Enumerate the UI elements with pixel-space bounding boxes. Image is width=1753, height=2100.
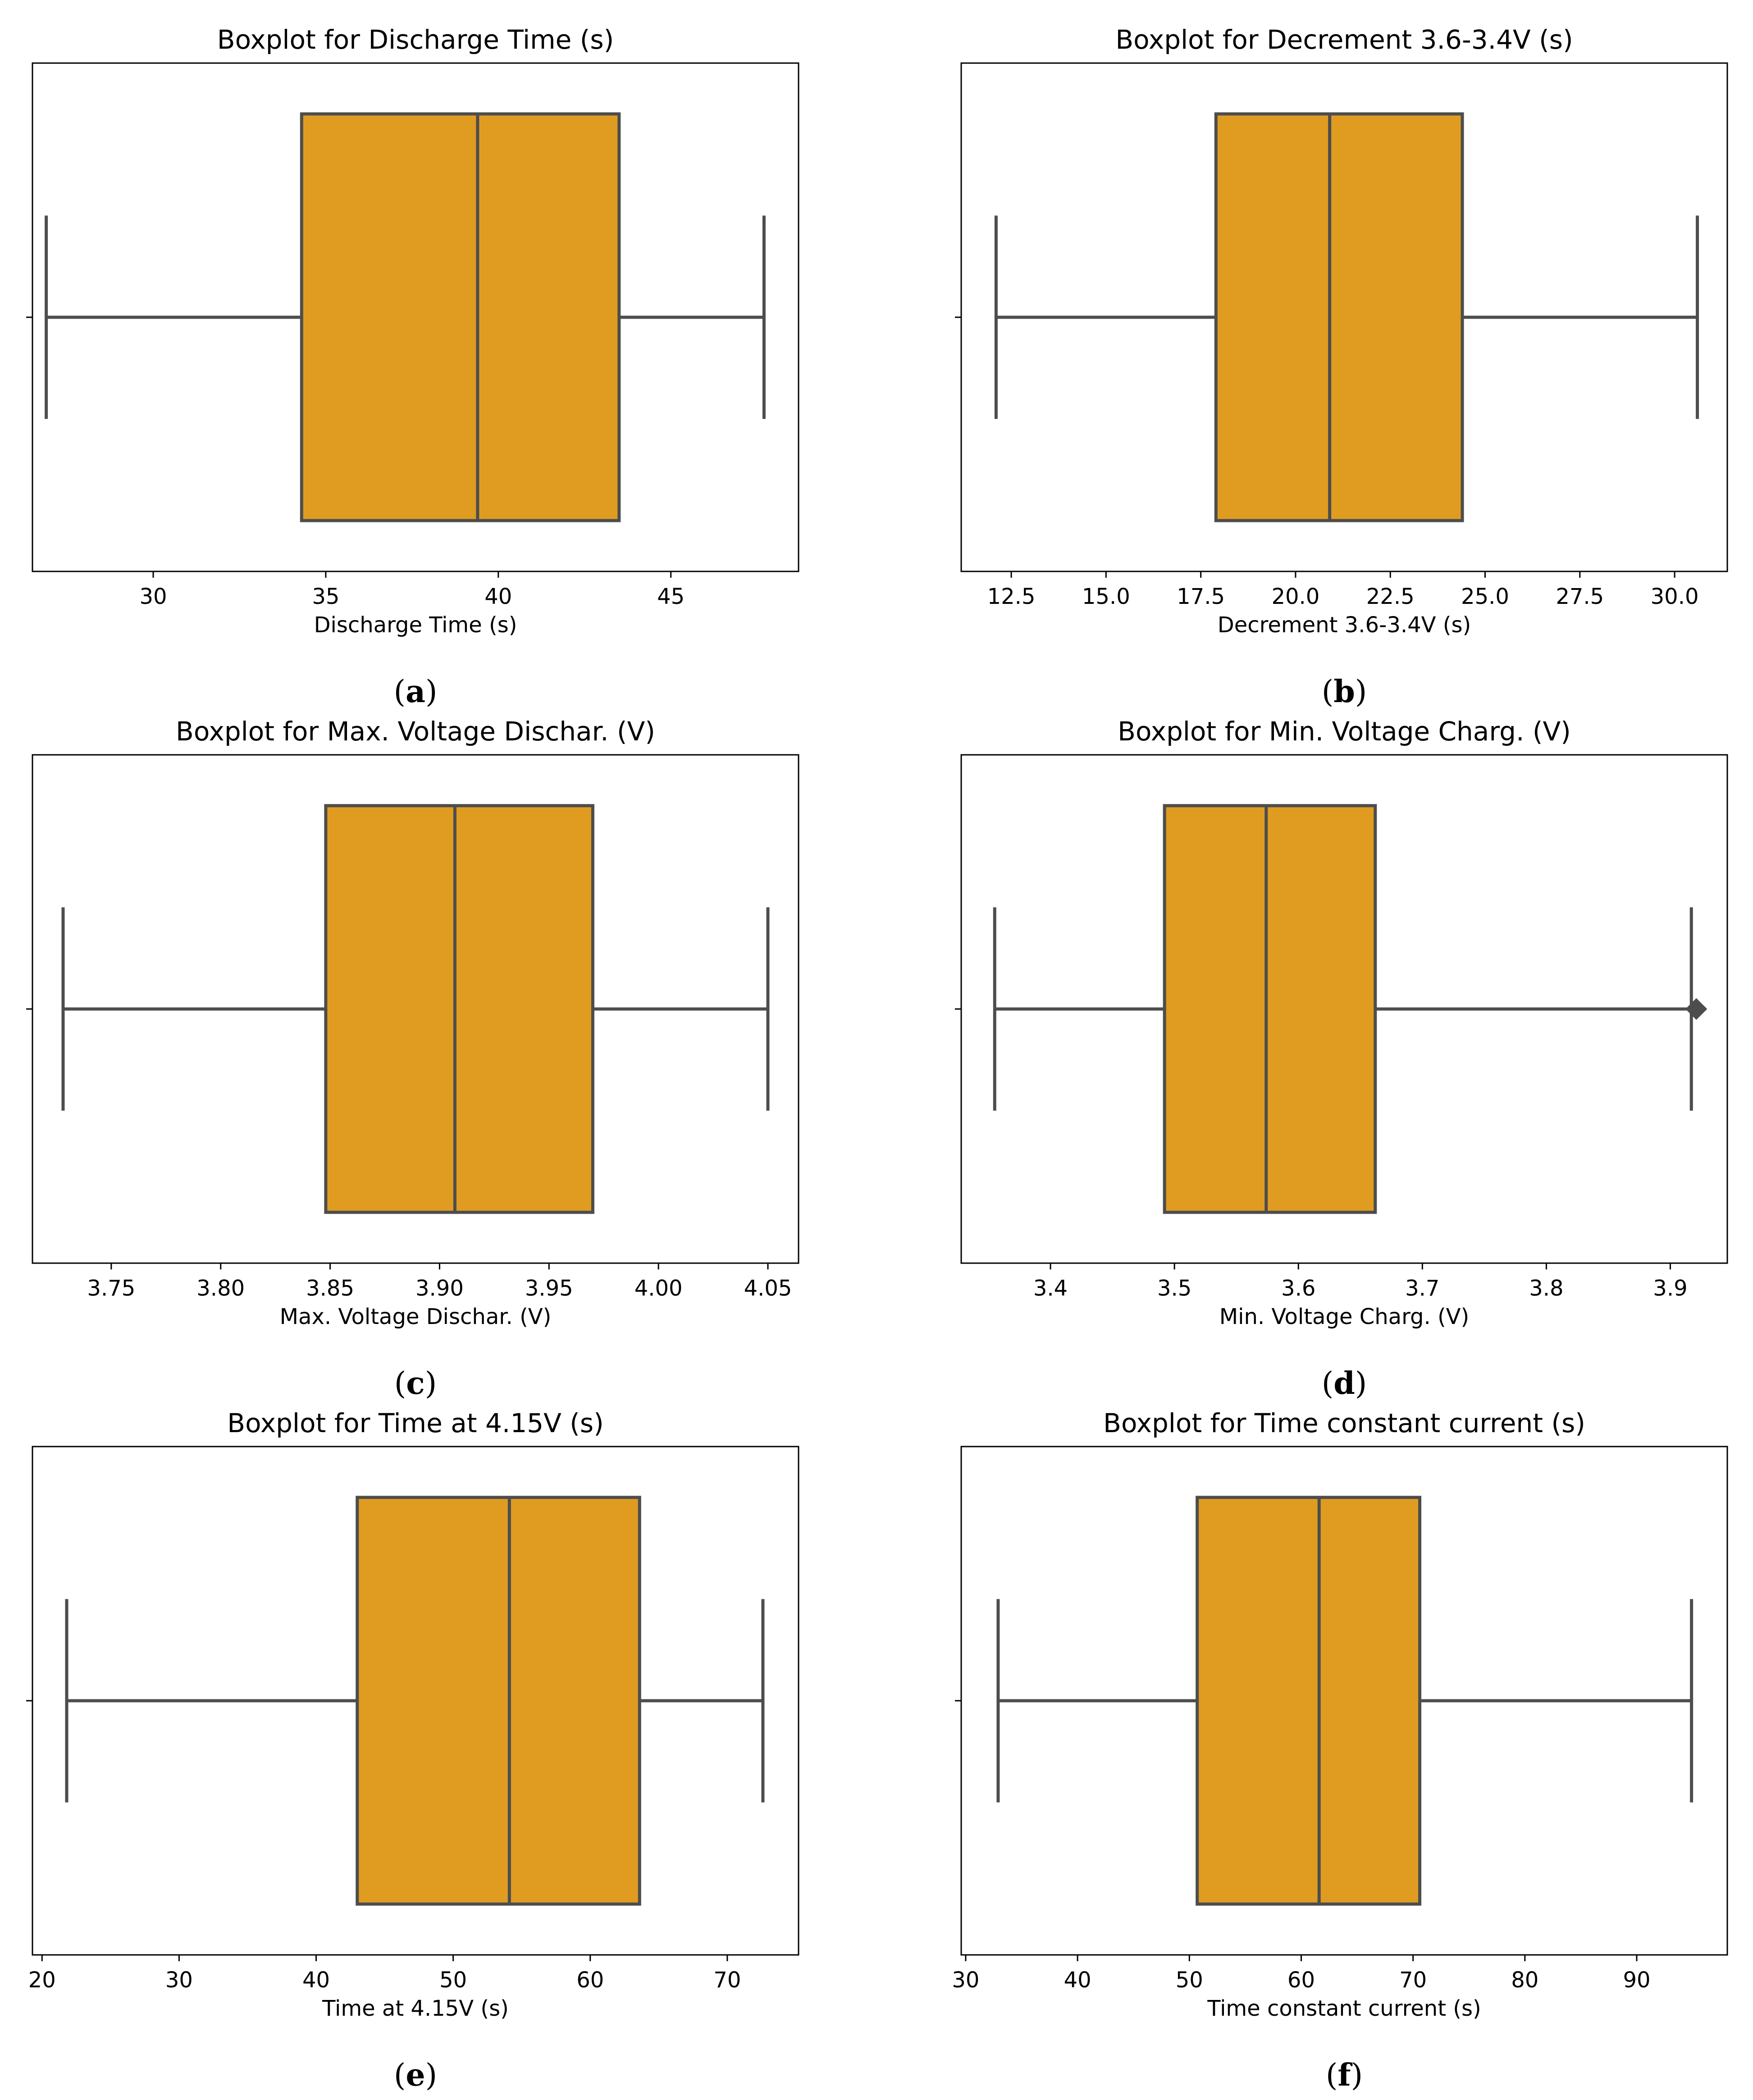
x-tick-label: 4.05 <box>744 1276 792 1301</box>
x-axis-label: Min. Voltage Charg. (V) <box>1219 1304 1470 1329</box>
x-tick-label: 30.0 <box>1651 584 1699 609</box>
boxplot-panel-e: Boxplot for Time at 4.15V (s) 20 30 40 50 60 7… <box>26 1408 799 2093</box>
panel-caption: (e) <box>394 2057 437 2093</box>
caption-close: ) <box>425 2058 438 2093</box>
outlier-point <box>1685 998 1707 1020</box>
caption-letter: f <box>1338 2057 1352 2093</box>
x-tick-label: 45 <box>657 584 685 609</box>
iqr-box <box>1163 804 1377 1214</box>
iqr-box <box>1214 112 1464 522</box>
iqr-box <box>356 1496 641 1906</box>
x-tick-label: 20.0 <box>1271 584 1319 609</box>
x-axis-label: Decrement 3.6-3.4V (s) <box>1218 612 1471 638</box>
x-tick-label: 30 <box>952 1968 979 1993</box>
x-tick-label: 3.6 <box>1281 1276 1315 1301</box>
caption-letter: a <box>406 674 425 710</box>
panel-title: Boxplot for Max. Voltage Dischar. (V) <box>176 716 655 747</box>
boxplot-panel-c: Boxplot for Max. Voltage Dischar. (V) 3.7… <box>26 716 799 1402</box>
x-tick-label: 3.95 <box>525 1276 573 1301</box>
x-tick-label: 80 <box>1511 1968 1538 1993</box>
x-tick-label: 27.5 <box>1556 584 1604 609</box>
panel-caption: (a) <box>393 674 437 710</box>
iqr-box <box>1196 1496 1422 1906</box>
x-tick-label: 60 <box>1287 1968 1315 1993</box>
caption-close: ) <box>1351 2058 1363 2093</box>
x-tick-label: 3.5 <box>1157 1276 1191 1301</box>
x-tick-label: 30 <box>165 1968 193 1993</box>
caption-open: ( <box>1322 1366 1334 1402</box>
x-axis-label: Max. Voltage Dischar. (V) <box>280 1304 552 1329</box>
x-axis-label: Discharge Time (s) <box>314 612 517 638</box>
caption-open: ( <box>393 674 406 710</box>
x-tick-label: 40 <box>484 584 512 609</box>
x-tick-label: 3.9 <box>1653 1276 1687 1301</box>
x-tick-label: 3.85 <box>306 1276 354 1301</box>
x-tick-label: 15.0 <box>1082 584 1130 609</box>
x-tick-label: 25.0 <box>1461 584 1509 609</box>
x-tick-label: 3.80 <box>196 1276 245 1301</box>
caption-open: ( <box>394 1366 406 1402</box>
x-axis-label: Time at 4.15V (s) <box>322 1996 509 2021</box>
panel-title: Boxplot for Time at 4.15V (s) <box>227 1408 603 1438</box>
caption-open: ( <box>1326 2058 1338 2093</box>
caption-close: ) <box>1355 674 1367 710</box>
x-tick-label: 17.5 <box>1177 584 1225 609</box>
caption-open: ( <box>1322 674 1334 710</box>
panel-title: Boxplot for Min. Voltage Charg. (V) <box>1118 716 1571 747</box>
x-tick-label: 70 <box>713 1968 741 1993</box>
caption-open: ( <box>394 2058 406 2093</box>
caption-letter: e <box>406 2057 425 2093</box>
x-tick-label: 90 <box>1623 1968 1650 1993</box>
panel-caption: (b) <box>1322 674 1367 710</box>
x-tick-label: 40 <box>302 1968 330 1993</box>
panel-title: Boxplot for Time constant current (s) <box>1103 1408 1585 1438</box>
x-tick-label: 40 <box>1064 1968 1091 1993</box>
x-tick-label: 3.4 <box>1033 1276 1068 1301</box>
x-tick-label: 3.8 <box>1529 1276 1563 1301</box>
caption-close: ) <box>425 1366 437 1402</box>
x-tick-label: 50 <box>439 1968 467 1993</box>
caption-letter: c <box>406 1365 425 1402</box>
panel-title: Boxplot for Discharge Time (s) <box>217 24 614 55</box>
x-tick-label: 3.90 <box>415 1276 464 1301</box>
iqr-box <box>300 112 621 522</box>
x-tick-label: 4.00 <box>635 1276 683 1301</box>
x-tick-label: 3.7 <box>1405 1276 1439 1301</box>
x-tick-label: 22.5 <box>1366 584 1415 609</box>
boxplot-panel-d: Boxplot for Min. Voltage Charg. (V) 3.4 3.… <box>955 716 1728 1402</box>
x-tick-label: 35 <box>312 584 339 609</box>
boxplot-panel-a: Boxplot for Discharge Time (s) 30 35 40 45 Di… <box>26 24 799 710</box>
panel-title: Boxplot for Decrement 3.6-3.4V (s) <box>1115 24 1573 55</box>
caption-letter: b <box>1333 674 1355 710</box>
boxplot-panel-f: Boxplot for Time constant current (s) 30 4… <box>952 1408 1728 2093</box>
x-tick-label: 60 <box>576 1968 604 1993</box>
panel-caption: (f) <box>1326 2057 1363 2093</box>
boxplot-panel-b: Boxplot for Decrement 3.6-3.4V (s) 12.5 15… <box>955 24 1728 710</box>
panel-caption: (c) <box>394 1365 437 1402</box>
caption-close: ) <box>1355 1366 1367 1402</box>
x-tick-label: 70 <box>1399 1968 1427 1993</box>
x-tick-label: 12.5 <box>987 584 1036 609</box>
caption-close: ) <box>425 674 438 710</box>
x-tick-label: 30 <box>139 584 167 609</box>
x-axis-label: Time constant current (s) <box>1207 1996 1481 2021</box>
panel-caption: (d) <box>1322 1365 1367 1402</box>
x-tick-label: 20 <box>28 1968 56 1993</box>
caption-letter: d <box>1333 1365 1355 1402</box>
x-tick-label: 3.75 <box>87 1276 135 1301</box>
iqr-box <box>324 804 594 1214</box>
x-tick-label: 50 <box>1176 1968 1203 1993</box>
